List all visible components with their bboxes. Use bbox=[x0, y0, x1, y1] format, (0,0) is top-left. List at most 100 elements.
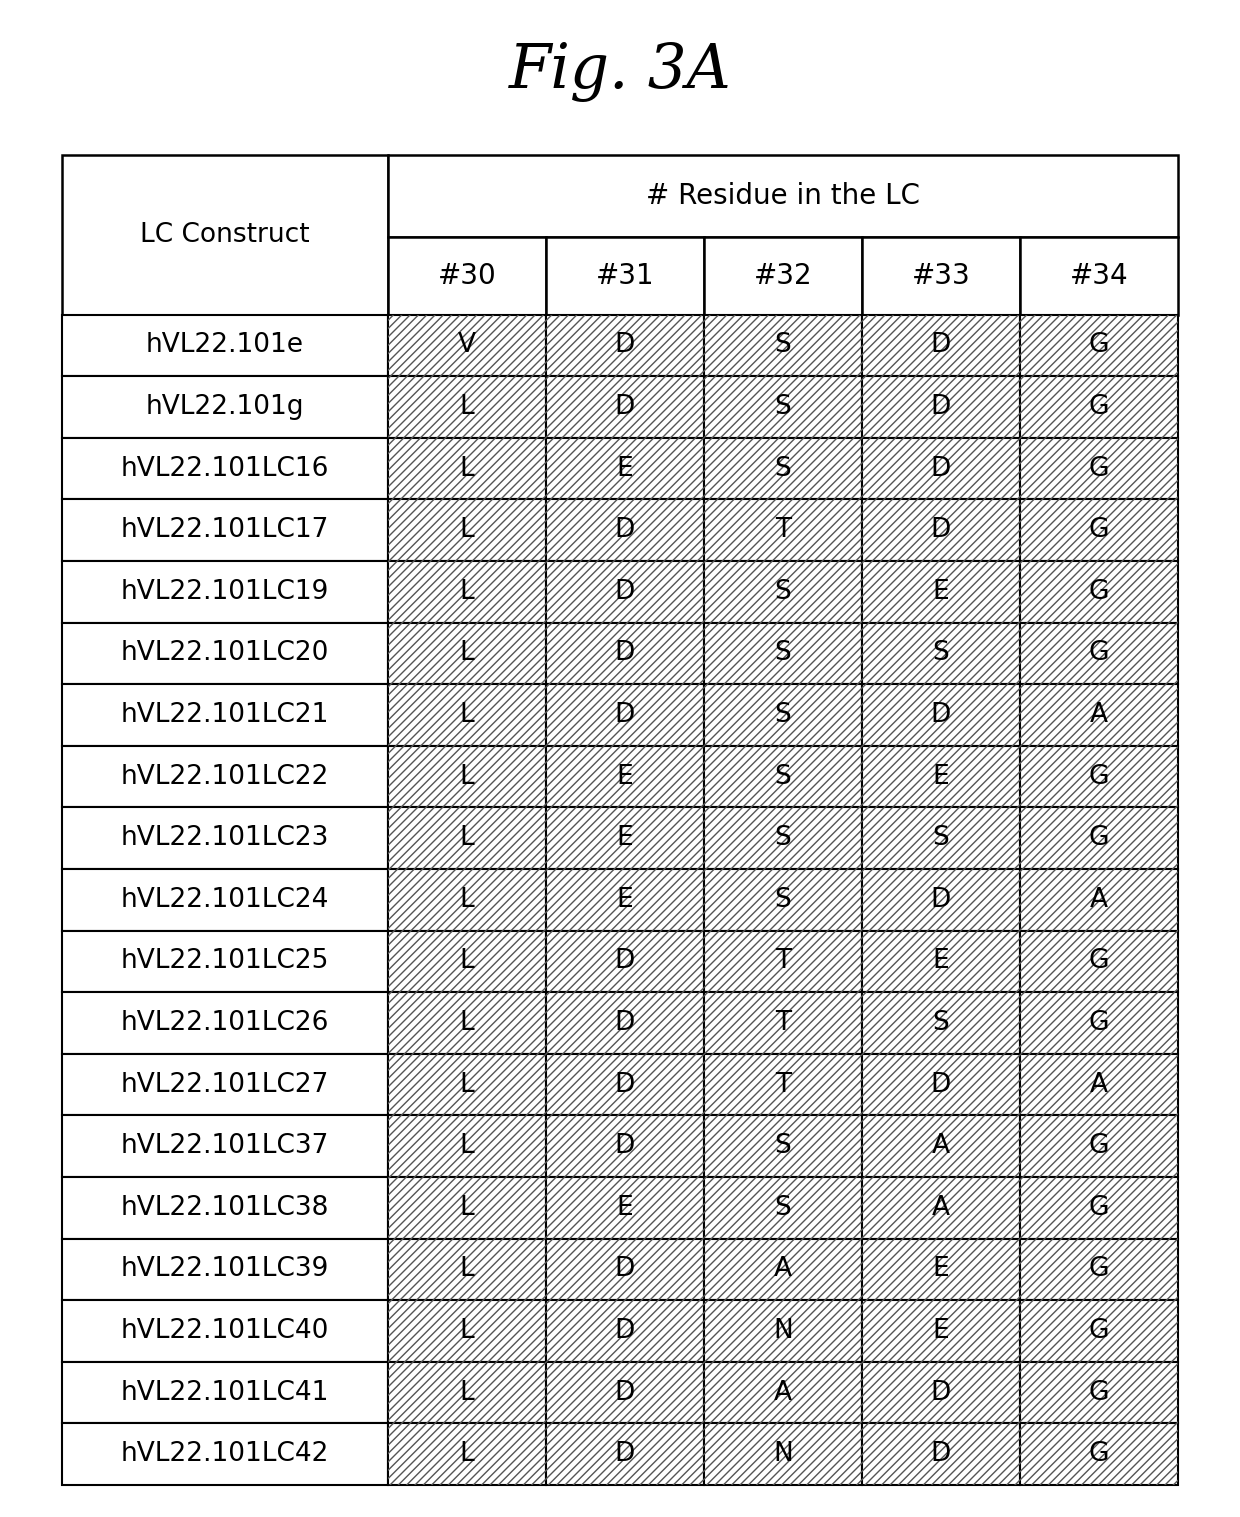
Bar bbox=[62, 1115, 388, 1177]
Bar bbox=[862, 1423, 1021, 1485]
Bar bbox=[862, 869, 1021, 930]
Bar bbox=[862, 438, 1021, 499]
Bar bbox=[862, 1177, 1021, 1238]
Bar bbox=[704, 930, 862, 992]
Bar bbox=[704, 1300, 862, 1362]
Bar bbox=[388, 376, 546, 438]
Bar bbox=[388, 376, 546, 438]
Bar bbox=[862, 376, 1021, 438]
Text: A: A bbox=[774, 1256, 792, 1282]
Bar bbox=[862, 992, 1021, 1054]
Bar bbox=[704, 622, 862, 684]
Text: T: T bbox=[775, 1071, 791, 1098]
Text: S: S bbox=[932, 1010, 950, 1036]
Text: hVL22.101LC22: hVL22.101LC22 bbox=[120, 763, 329, 790]
Bar bbox=[62, 1362, 388, 1423]
Text: hVL22.101LC38: hVL22.101LC38 bbox=[120, 1195, 329, 1221]
Bar bbox=[546, 1362, 704, 1423]
Bar bbox=[704, 869, 862, 930]
Bar bbox=[388, 1300, 546, 1362]
Text: T: T bbox=[775, 1010, 791, 1036]
Text: D: D bbox=[615, 1318, 635, 1344]
Bar bbox=[704, 438, 862, 499]
Bar bbox=[1021, 1300, 1178, 1362]
Bar bbox=[546, 314, 704, 376]
Bar bbox=[546, 992, 704, 1054]
Bar bbox=[704, 1362, 862, 1423]
Text: G: G bbox=[1089, 455, 1110, 481]
Bar bbox=[862, 499, 1021, 561]
Bar bbox=[862, 807, 1021, 869]
Bar bbox=[62, 622, 388, 684]
Bar bbox=[704, 561, 862, 622]
Bar bbox=[862, 314, 1021, 376]
Bar bbox=[1021, 1362, 1178, 1423]
Bar bbox=[704, 376, 862, 438]
Bar bbox=[388, 1115, 546, 1177]
Bar bbox=[1021, 238, 1178, 314]
Bar bbox=[862, 561, 1021, 622]
Bar bbox=[546, 1238, 704, 1300]
Text: A: A bbox=[1090, 702, 1109, 728]
Bar bbox=[1021, 314, 1178, 376]
Bar bbox=[862, 1300, 1021, 1362]
Bar bbox=[388, 438, 546, 499]
Text: hVL22.101LC21: hVL22.101LC21 bbox=[120, 702, 329, 728]
Bar bbox=[546, 1054, 704, 1115]
Bar bbox=[1021, 376, 1178, 438]
Text: hVL22.101LC37: hVL22.101LC37 bbox=[120, 1133, 329, 1159]
Text: E: E bbox=[932, 948, 950, 974]
Text: D: D bbox=[931, 1441, 951, 1467]
Bar bbox=[1021, 746, 1178, 807]
Bar bbox=[704, 869, 862, 930]
Text: E: E bbox=[616, 763, 634, 790]
Text: S: S bbox=[775, 702, 791, 728]
Bar bbox=[862, 561, 1021, 622]
Text: G: G bbox=[1089, 948, 1110, 974]
Text: L: L bbox=[460, 1071, 474, 1098]
Bar bbox=[1021, 992, 1178, 1054]
Bar bbox=[546, 1238, 704, 1300]
Bar bbox=[546, 684, 704, 746]
Bar bbox=[62, 314, 388, 376]
Bar bbox=[862, 930, 1021, 992]
Bar bbox=[862, 930, 1021, 992]
Text: hVL22.101LC41: hVL22.101LC41 bbox=[120, 1379, 329, 1406]
Bar bbox=[704, 499, 862, 561]
Bar bbox=[388, 1115, 546, 1177]
Bar bbox=[704, 1054, 862, 1115]
Bar bbox=[1021, 438, 1178, 499]
Bar bbox=[546, 622, 704, 684]
Bar bbox=[704, 1177, 862, 1238]
Text: E: E bbox=[616, 455, 634, 481]
Bar bbox=[62, 869, 388, 930]
Text: V: V bbox=[458, 332, 476, 358]
Bar bbox=[546, 499, 704, 561]
Bar bbox=[862, 438, 1021, 499]
Bar bbox=[546, 314, 704, 376]
Bar bbox=[388, 622, 546, 684]
Bar bbox=[388, 992, 546, 1054]
Text: hVL22.101LC26: hVL22.101LC26 bbox=[120, 1010, 329, 1036]
Bar bbox=[388, 438, 546, 499]
Text: L: L bbox=[460, 517, 474, 543]
Bar bbox=[546, 499, 704, 561]
Bar bbox=[1021, 622, 1178, 684]
Bar bbox=[546, 869, 704, 930]
Text: S: S bbox=[775, 887, 791, 913]
Text: S: S bbox=[775, 825, 791, 851]
Text: T: T bbox=[775, 948, 791, 974]
Bar bbox=[62, 499, 388, 561]
Bar bbox=[862, 1115, 1021, 1177]
Bar bbox=[546, 1423, 704, 1485]
Bar bbox=[1021, 561, 1178, 622]
Bar bbox=[1021, 1238, 1178, 1300]
Bar bbox=[388, 1177, 546, 1238]
Text: D: D bbox=[931, 1379, 951, 1406]
Bar bbox=[546, 930, 704, 992]
Bar bbox=[546, 238, 704, 314]
Bar bbox=[388, 1054, 546, 1115]
Bar bbox=[546, 438, 704, 499]
Text: G: G bbox=[1089, 394, 1110, 420]
Bar bbox=[862, 622, 1021, 684]
